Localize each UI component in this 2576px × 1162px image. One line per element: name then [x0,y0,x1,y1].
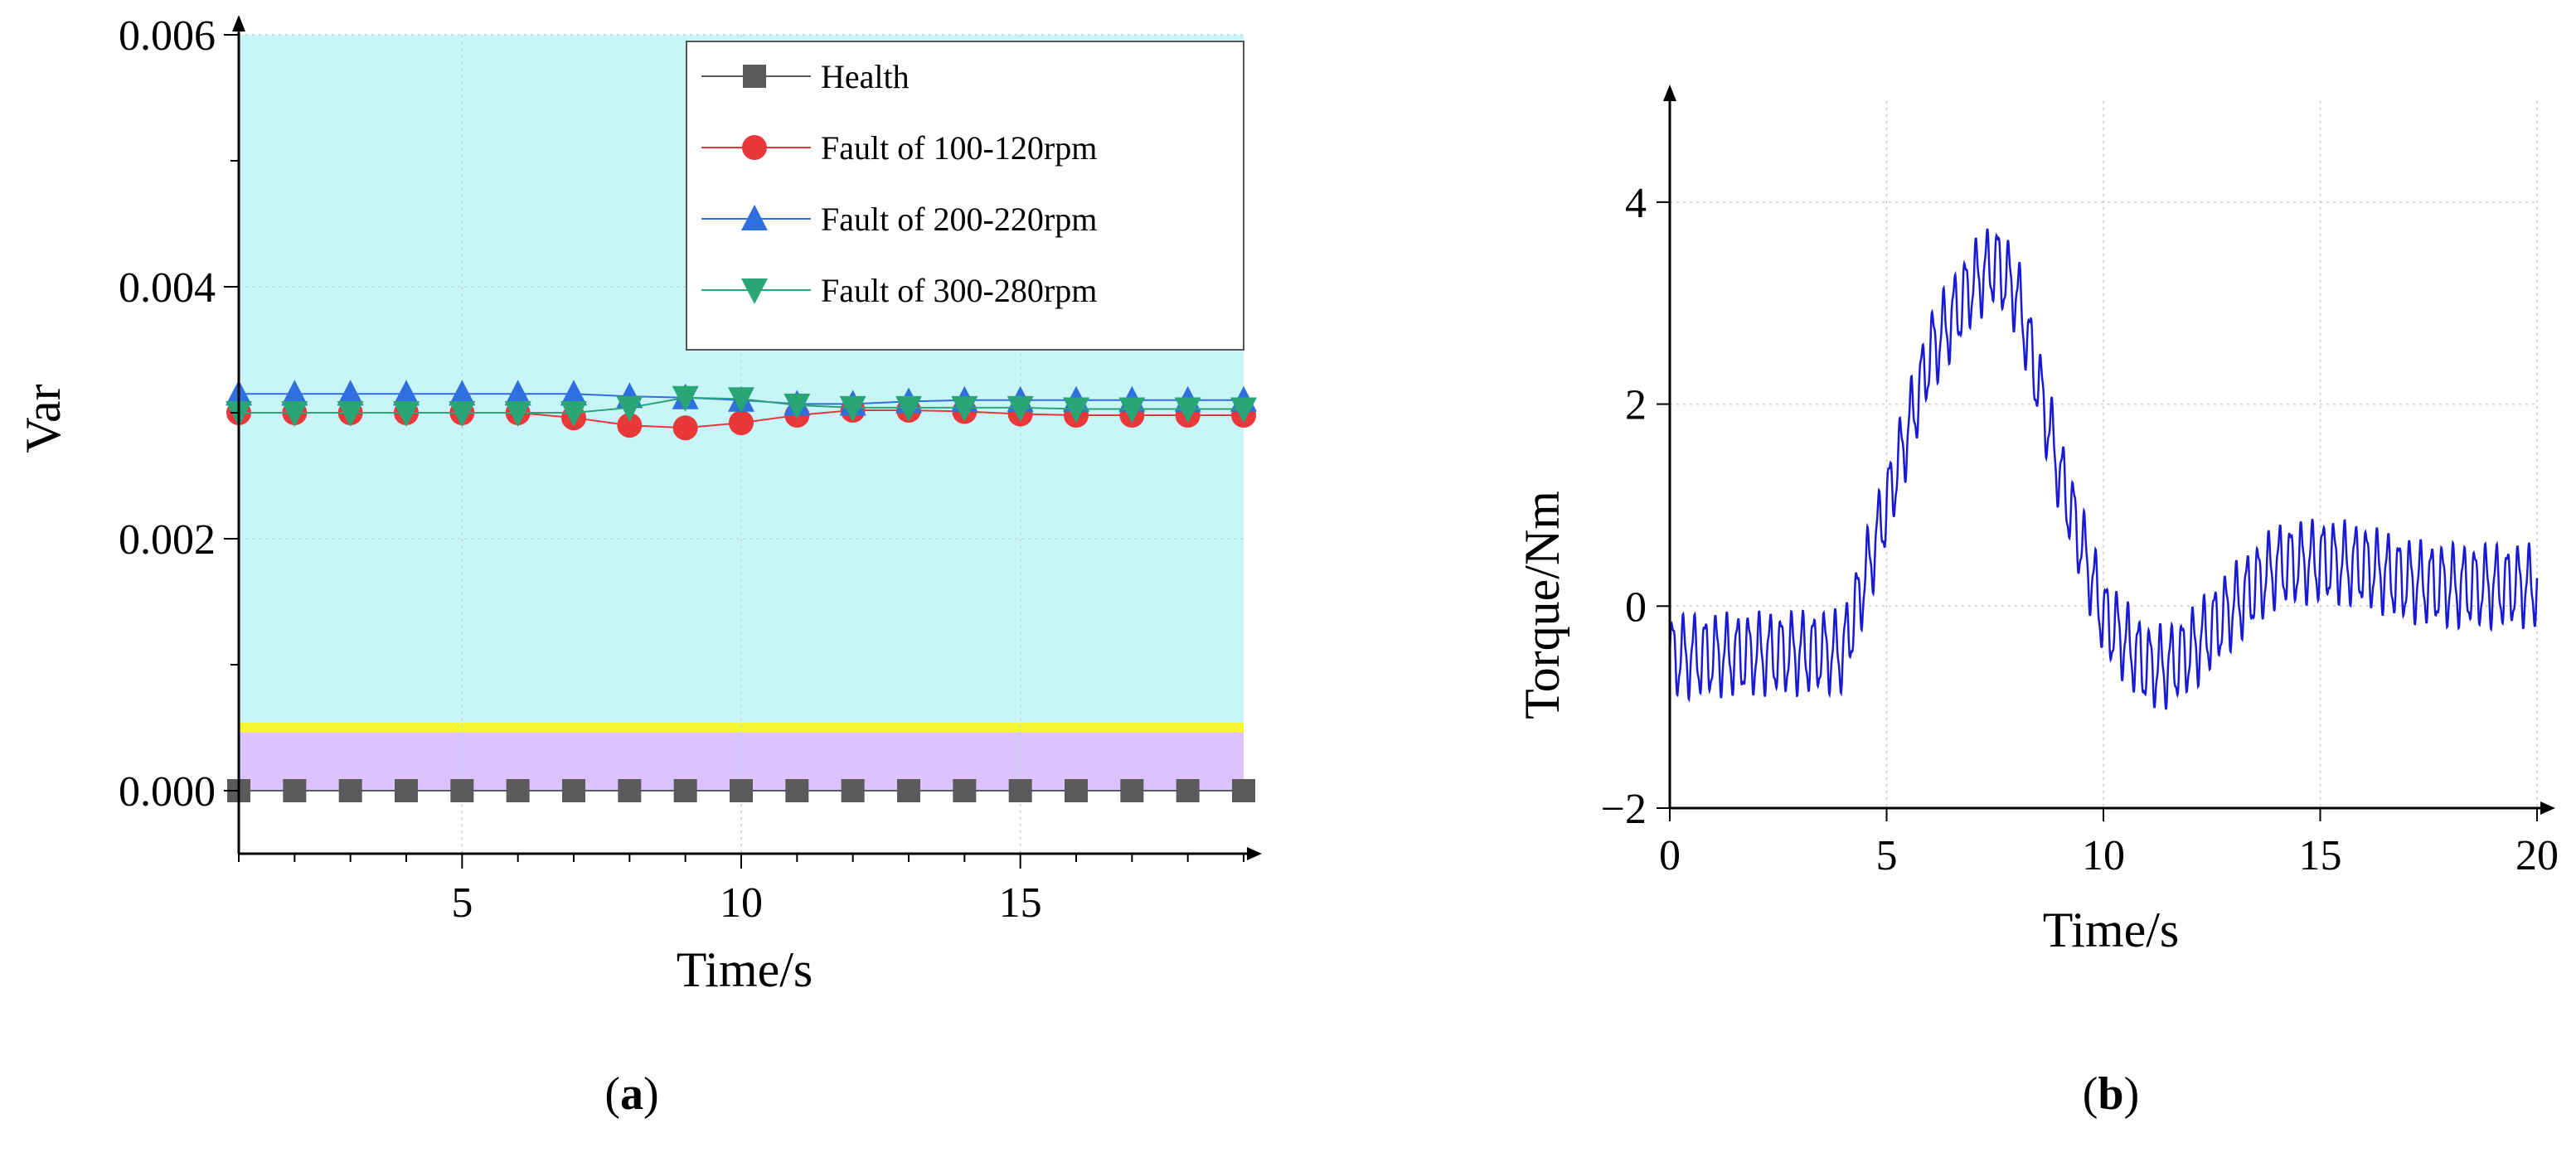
data-point [1232,779,1255,802]
legend-label: Fault of 300-280rpm [821,272,1097,309]
y-tick-label: −2 [1601,786,1647,833]
region-threshold-band [239,722,1244,734]
data-point [1063,397,1089,424]
data-point [1230,397,1257,424]
data-point [450,779,474,802]
x-tick-label: 10 [2082,832,2125,879]
data-point [785,779,809,802]
panel-b-grid [1670,101,2538,808]
panel-a-label: (a) [604,1068,658,1120]
data-point [562,779,585,802]
panel-a-x-axis-title: Time/s [677,942,813,997]
data-point [951,395,978,422]
y-tick-label: 0 [1625,583,1647,631]
panel-b-x-axis-title: Time/s [2043,903,2180,957]
panel-b-label: (b) [2083,1068,2139,1120]
data-point [672,415,698,441]
data-point [783,393,811,419]
data-point [1118,397,1146,424]
data-point [281,401,308,427]
data-point [1008,779,1032,802]
panel-a-y-axis-title: Var [16,384,70,453]
x-axis-arrow [2540,801,2555,815]
panel-a-y-ticks: 0.000 0.002 0.004 0.006 [119,12,239,816]
data-point [895,395,922,422]
y-axis-arrow [1663,85,1676,101]
legend-label: Fault of 100-120rpm [821,129,1097,167]
y-tick-label: 4 [1625,180,1647,227]
x-tick-label: 15 [2299,832,2342,879]
data-point [393,380,420,406]
panel-a-axes [232,15,1262,860]
data-point [281,380,308,406]
data-point [337,380,364,406]
x-tick-label: 10 [720,879,763,927]
legend-marker [742,135,767,160]
data-point [728,387,754,414]
legend-marker [741,205,768,230]
y-axis-arrow [232,15,245,31]
y-tick-label: 0.006 [119,12,216,60]
x-tick-label: 20 [2515,832,2559,879]
panel-a-x-ticks: 5 10 15 [238,854,1244,927]
panel-b-series [1668,228,2539,710]
data-point [730,779,753,802]
data-point [283,779,307,802]
data-point [1065,779,1088,802]
data-point [393,401,420,427]
panel-a-legend-box [686,41,1244,351]
x-tick-label: 5 [1876,832,1898,879]
panel-a-legend: Health Fault of 100-120rpm Fault of 200-22… [686,41,1244,351]
data-point [673,779,697,802]
data-point [449,380,476,406]
data-point [1120,779,1144,802]
data-point [616,395,643,422]
panel-a-legend-items: Health Fault of 100-120rpm Fault of 200-22… [701,58,1097,309]
legend-label: Fault of 200-220rpm [821,201,1097,238]
panel-b-y-ticks: −2 0 2 4 [1601,180,1670,833]
legend-label: Health [821,58,910,95]
data-point [504,401,531,427]
y-tick-label: 0.000 [119,768,216,816]
data-point [897,779,920,802]
data-point [1007,395,1034,422]
data-point [338,779,362,802]
data-point [617,413,643,438]
panel-b-axes [1663,85,2555,815]
data-point [1176,779,1200,802]
data-point [504,380,531,406]
y-tick-label: 0.004 [119,264,216,312]
data-point [560,401,587,427]
y-tick-label: 2 [1625,382,1647,429]
data-point [729,410,754,436]
data-point [337,401,364,427]
data-point [618,779,642,802]
panel-a-chart: 5 10 15 0.000 0.002 0.004 0.006 Time/s Var He… [16,12,1262,1120]
data-point [560,380,587,406]
legend-marker [741,278,768,304]
data-point [1174,397,1201,424]
data-point [839,395,866,422]
data-point [506,779,530,802]
panel-b-y-axis-title: Torque/Nm [1515,491,1569,719]
panel-b-chart: 0 5 10 15 20 −2 0 2 4 Time/s Torque/Nm (b) [1515,85,2559,1120]
data-point [841,779,865,802]
y-tick-label: 0.002 [119,516,216,564]
data-point [395,779,418,802]
x-tick-label: 5 [451,879,473,927]
torque-series-line [1668,228,2539,710]
data-point [953,779,977,802]
x-axis-arrow [1247,847,1262,860]
data-point [672,385,699,412]
data-point [449,401,476,427]
legend-marker [743,65,766,88]
x-tick-label: 0 [1659,832,1681,879]
x-tick-label: 15 [999,879,1042,927]
panel-b-x-ticks: 0 5 10 15 20 [1659,808,2559,879]
